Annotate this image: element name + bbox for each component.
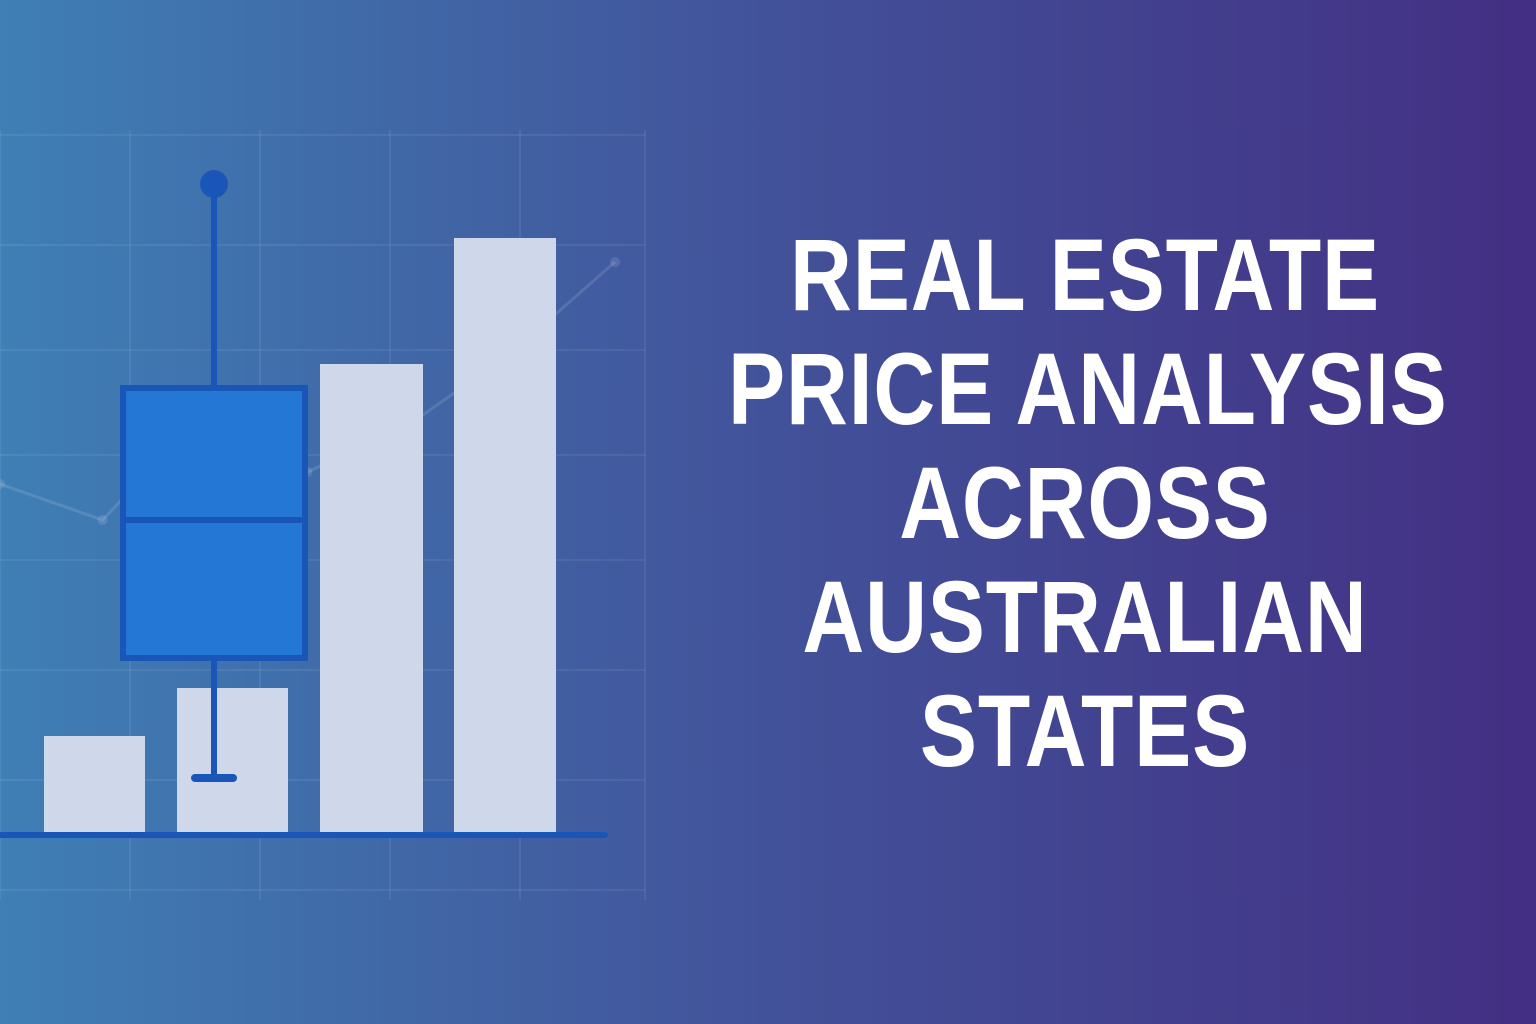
bar-1: [44, 736, 145, 832]
bar-2: [177, 688, 288, 832]
trend-point-0: [0, 479, 5, 489]
title-line-5: STATES: [919, 674, 1251, 788]
box-plot: [120, 170, 308, 782]
trend-point-6: [610, 257, 620, 267]
whisker-cap-dot: [200, 170, 228, 198]
title-line-1: REAL ESTATE: [789, 218, 1380, 332]
bar-3: [320, 364, 423, 832]
trend-point-1: [97, 515, 108, 525]
bar-series: [44, 238, 556, 832]
bar-4: [454, 238, 556, 832]
page-title: REAL ESTATE PRICE ANALYSIS ACROSS AUSTRA…: [728, 218, 1448, 788]
title-line-3: ACROSS: [899, 446, 1271, 560]
title-line-2: PRICE ANALYSIS: [728, 332, 1448, 446]
title-line-4: AUSTRALIAN: [802, 560, 1368, 674]
